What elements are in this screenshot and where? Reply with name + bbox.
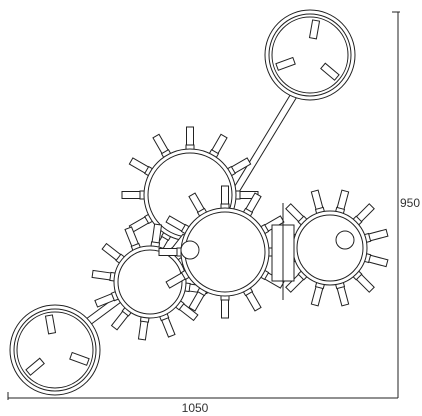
ring (9, 304, 101, 396)
light (275, 56, 296, 71)
ring-inner (268, 13, 352, 97)
light (25, 357, 45, 376)
ring-inner (117, 249, 183, 315)
arm (186, 126, 194, 148)
fixture (9, 9, 389, 396)
arm (121, 191, 143, 199)
arm (221, 297, 229, 319)
bulb (180, 240, 200, 260)
width-label: 1050 (182, 401, 209, 415)
arm (221, 185, 229, 207)
light (320, 62, 340, 81)
ring-outer (292, 210, 368, 286)
ring-outer (264, 9, 356, 101)
dimensions: 950 1050 (7, 11, 420, 415)
ring-outer (113, 245, 187, 319)
ring (264, 9, 356, 101)
ring (158, 185, 292, 319)
ring-inner (16, 311, 94, 389)
ring-inner (296, 214, 364, 282)
arm (158, 248, 180, 256)
ring-inner (271, 16, 349, 94)
ring-outer (9, 304, 101, 396)
height-label: 950 (400, 196, 420, 210)
ring-inner (13, 308, 97, 392)
light (308, 19, 321, 40)
light (44, 314, 57, 335)
light (69, 351, 90, 366)
bulb (335, 230, 355, 250)
